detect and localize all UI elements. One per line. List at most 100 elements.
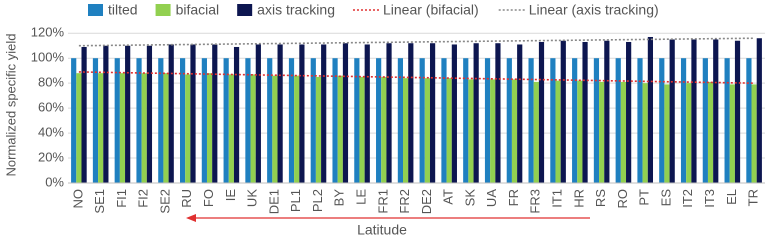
bar — [604, 40, 610, 184]
y-axis-label: Normalized specific yield — [3, 33, 18, 176]
bar — [626, 41, 632, 184]
bar — [550, 58, 556, 184]
x-tick-label: RS — [593, 189, 608, 207]
bar — [429, 43, 436, 183]
bar — [734, 40, 741, 184]
y-tick-label: 0% — [45, 174, 64, 189]
x-tick-label: UA — [484, 189, 499, 207]
bar — [386, 43, 392, 183]
legend-swatch — [237, 4, 253, 16]
x-tick-label: IT1 — [550, 189, 565, 208]
bar — [582, 41, 588, 184]
bar — [756, 38, 762, 184]
bar — [642, 83, 648, 183]
bar — [528, 58, 534, 184]
bar — [691, 39, 697, 184]
x-tick-label: PL1 — [288, 189, 303, 212]
bar — [359, 76, 365, 183]
x-axis-label: Latitude — [357, 222, 407, 238]
bar — [168, 44, 174, 183]
bar — [599, 81, 605, 183]
bar — [92, 58, 99, 184]
bar — [337, 75, 343, 183]
bar — [446, 78, 452, 183]
x-tick-label: PT — [637, 189, 652, 206]
bar — [724, 58, 730, 184]
x-tick-label: IE — [223, 189, 238, 202]
bar — [190, 44, 196, 183]
x-tick-label: SE1 — [92, 189, 107, 214]
bar — [637, 58, 643, 184]
bar — [294, 75, 300, 183]
bar — [233, 46, 240, 183]
x-tick-label: FI1 — [114, 189, 129, 208]
bar — [185, 74, 191, 183]
bar — [713, 39, 719, 184]
bar — [424, 78, 430, 183]
bar — [354, 58, 360, 184]
y-tick-label: 100% — [31, 50, 65, 65]
bar — [702, 58, 708, 184]
legend-label: bifacial — [176, 2, 220, 18]
legend-label: axis tracking — [257, 2, 335, 18]
bar — [342, 43, 349, 183]
x-tick-label: DE1 — [266, 189, 281, 214]
trendline — [78, 37, 755, 47]
bar — [572, 58, 578, 184]
bar — [179, 58, 186, 184]
x-tick-label: LE — [353, 189, 368, 205]
x-tick-label: SK — [462, 189, 477, 207]
bar — [555, 80, 561, 183]
bar — [228, 74, 234, 183]
x-tick-label: FR2 — [397, 189, 412, 214]
bar — [206, 73, 213, 183]
bar — [223, 58, 229, 184]
bar — [490, 79, 496, 183]
bar — [403, 78, 409, 183]
bar — [141, 73, 147, 183]
bar — [746, 58, 752, 184]
bar — [76, 73, 82, 183]
bar — [212, 44, 218, 183]
bar — [376, 58, 382, 184]
x-tick-label: IT3 — [702, 189, 717, 208]
bar — [647, 36, 654, 183]
latitude-arrowhead — [186, 214, 196, 222]
x-tick-label: EL — [724, 189, 739, 205]
bar — [272, 75, 278, 183]
bar — [473, 43, 479, 183]
legend-swatch — [155, 4, 171, 16]
x-tick-label: FI2 — [136, 189, 151, 208]
x-tick-label: IT2 — [680, 189, 695, 208]
bar — [103, 45, 109, 183]
bar — [245, 58, 251, 184]
bar — [315, 76, 322, 183]
bar — [255, 44, 261, 183]
y-tick-label: 20% — [38, 149, 64, 164]
bar — [364, 44, 370, 183]
bar — [506, 58, 512, 184]
bar — [669, 39, 675, 184]
y-tick-label: 60% — [38, 100, 64, 115]
bar — [538, 41, 545, 184]
bar — [397, 58, 404, 184]
legend-label: Linear (bifacial) — [383, 2, 479, 18]
bar — [484, 58, 491, 184]
bar — [468, 79, 474, 183]
x-tick-label: FR — [506, 189, 521, 206]
y-tick-label: 40% — [38, 125, 64, 140]
x-tick-label: FO — [201, 189, 216, 207]
bar — [119, 73, 126, 183]
x-tick-label: PL2 — [310, 189, 325, 212]
bar — [408, 43, 414, 183]
bar — [729, 84, 735, 183]
bar — [707, 81, 714, 183]
bar — [125, 45, 131, 183]
bar — [267, 58, 273, 184]
bar — [146, 45, 153, 183]
bar — [593, 58, 600, 184]
bar — [381, 76, 387, 183]
x-tick-label: BY — [332, 189, 347, 207]
bar — [321, 44, 327, 183]
bar — [419, 58, 425, 184]
